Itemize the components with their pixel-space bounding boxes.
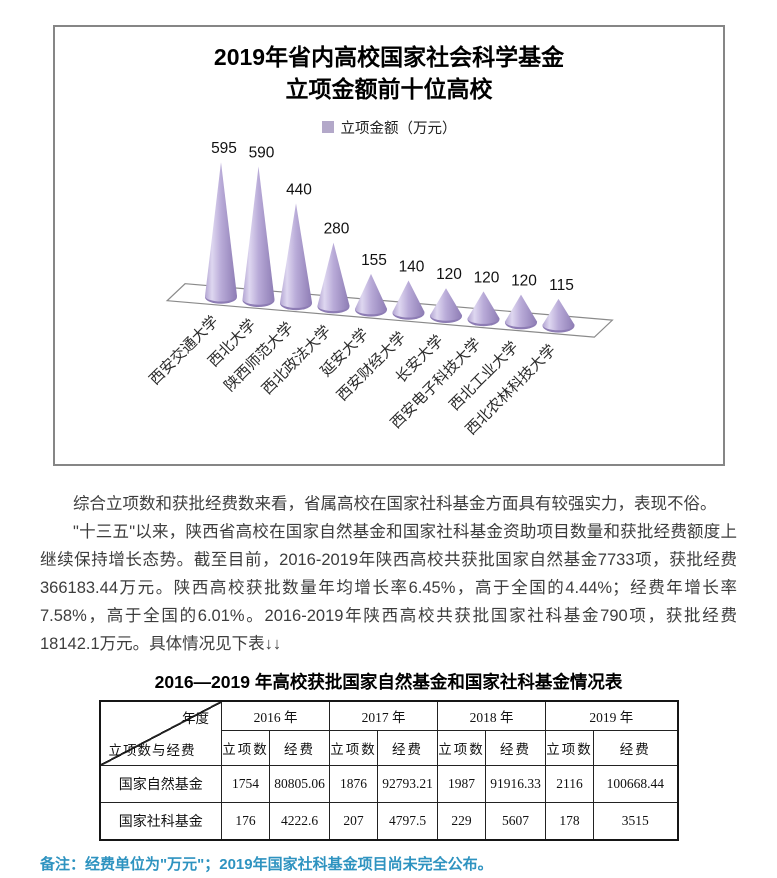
year-header-2017: 2017 年 bbox=[329, 700, 438, 731]
table-diagonal-header: 年度 立项数与经费 bbox=[99, 700, 222, 766]
legend-label: 立项金额（万元） bbox=[340, 120, 457, 137]
cell-value: 5607 bbox=[485, 802, 546, 841]
cone-value-label: 140 bbox=[398, 259, 424, 276]
cell-value: 1987 bbox=[437, 765, 486, 803]
cell-value: 176 bbox=[221, 802, 270, 841]
cone-bar bbox=[279, 203, 312, 308]
cone-value-label: 595 bbox=[211, 140, 237, 157]
table-title: 2016—2019 年高校获批国家自然基金和国家社科基金情况表 bbox=[154, 672, 623, 692]
footnote: 备注：经费单位为"万元"；2019年国家社科基金项目尚未完全公布。 bbox=[40, 856, 493, 873]
legend-swatch-icon bbox=[321, 121, 334, 133]
diag-label-year: 年度 bbox=[182, 711, 209, 726]
cell-value: 4222.6 bbox=[269, 802, 330, 841]
paragraph-details: "十三五"以来，陕西省高校在国家自然基金和国家社科基金资助项目数量和获批经费额度… bbox=[40, 523, 737, 653]
cell-value: 229 bbox=[437, 802, 486, 841]
cone-bar bbox=[317, 242, 349, 312]
cell-value: 91916.33 bbox=[485, 765, 546, 803]
cell-value: 80805.06 bbox=[269, 765, 330, 803]
sub-header-funds: 经费 bbox=[377, 730, 438, 766]
article-body: 综合立项数和获批经费数来看，省属高校在国家社科基金方面具有较强实力，表现不俗。 … bbox=[40, 490, 737, 658]
sub-header-funds: 经费 bbox=[593, 730, 678, 766]
cone-bar bbox=[242, 166, 274, 305]
row-label: 国家社科基金 bbox=[99, 802, 222, 841]
cell-value: 2116 bbox=[545, 765, 594, 803]
table-row-natural-fund: 国家自然基金 1754 80805.06 1876 92793.21 1987 … bbox=[99, 765, 678, 803]
year-header-2019: 2019 年 bbox=[545, 700, 678, 731]
cone-bar bbox=[392, 280, 424, 318]
cell-value: 178 bbox=[545, 802, 594, 841]
chart-panel: 2019年省内高校国家社会科学基金 立项金额前十位高校 立项金额（万元） 595… bbox=[53, 25, 725, 466]
sub-header-count: 立项数 bbox=[329, 730, 378, 766]
fund-table: 年度 立项数与经费 2016 年 2017 年 2018 年 2019 年 立项… bbox=[98, 700, 679, 841]
chart-floor bbox=[165, 283, 614, 338]
cell-value: 207 bbox=[329, 802, 378, 841]
cell-value: 4797.5 bbox=[377, 802, 438, 841]
cone-bar bbox=[467, 291, 499, 324]
cone-value-label: 155 bbox=[361, 252, 387, 269]
cell-value: 1876 bbox=[329, 765, 378, 803]
category-label: 西安交通大学 bbox=[145, 312, 221, 388]
year-header-2016: 2016 年 bbox=[221, 700, 330, 731]
table-row-social-fund: 国家社科基金 176 4222.6 207 4797.5 229 5607 17… bbox=[99, 802, 678, 841]
cone-bar bbox=[504, 294, 537, 328]
sub-header-count: 立项数 bbox=[545, 730, 594, 766]
chart-title-line1: 2019年省内高校国家社会科学基金 bbox=[213, 44, 565, 70]
sub-header-funds: 经费 bbox=[269, 730, 330, 766]
cell-value: 1754 bbox=[221, 765, 270, 803]
cell-value: 92793.21 bbox=[377, 765, 438, 803]
cone-bar bbox=[542, 298, 574, 331]
cone-bar bbox=[354, 273, 387, 315]
row-label: 国家自然基金 bbox=[99, 765, 222, 803]
table-header-years: 年度 立项数与经费 2016 年 2017 年 2018 年 2019 年 bbox=[99, 700, 678, 766]
cone-value-label: 120 bbox=[511, 273, 537, 290]
chart-legend: 立项金额（万元） bbox=[55, 118, 723, 137]
paragraph-summary: 综合立项数和获批经费数来看，省属高校在国家社科基金方面具有较强实力，表现不俗。 bbox=[73, 495, 717, 513]
cone-value-label: 590 bbox=[248, 144, 274, 161]
cone-value-label: 120 bbox=[473, 269, 499, 286]
sub-header-count: 立项数 bbox=[221, 730, 270, 766]
cone-value-label: 115 bbox=[549, 277, 574, 294]
cone-value-label: 280 bbox=[323, 221, 349, 238]
sub-header-funds: 经费 bbox=[485, 730, 546, 766]
cone-value-label: 440 bbox=[286, 181, 312, 198]
cell-value: 100668.44 bbox=[593, 765, 678, 803]
chart-title-line2: 立项金额前十位高校 bbox=[285, 76, 493, 102]
year-header-2018: 2018 年 bbox=[437, 700, 546, 731]
cone-bar bbox=[204, 162, 237, 302]
cone-value-label: 120 bbox=[436, 266, 462, 283]
cone-bar bbox=[429, 288, 462, 321]
diag-label-metric: 立项数与经费 bbox=[108, 743, 196, 758]
cone-chart: 595西安交通大学590西北大学440陕西师范大学280西北政法大学155延安大… bbox=[145, 140, 614, 438]
cell-value: 3515 bbox=[593, 802, 678, 841]
sub-header-count: 立项数 bbox=[437, 730, 486, 766]
